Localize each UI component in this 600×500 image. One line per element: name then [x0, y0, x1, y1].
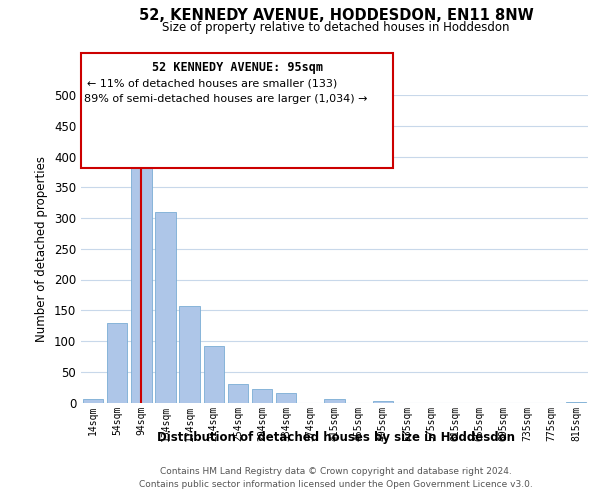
Bar — [324, 400, 345, 402]
Bar — [276, 394, 296, 402]
Bar — [83, 400, 103, 402]
Text: Distribution of detached houses by size in Hoddesdon: Distribution of detached houses by size … — [157, 431, 515, 444]
Text: ← 11% of detached houses are smaller (133): ← 11% of detached houses are smaller (13… — [87, 78, 337, 88]
Bar — [252, 389, 272, 402]
Y-axis label: Number of detached properties: Number of detached properties — [35, 156, 49, 342]
Text: 89% of semi-detached houses are larger (1,034) →: 89% of semi-detached houses are larger (… — [84, 94, 367, 104]
Bar — [203, 346, 224, 403]
Bar — [107, 322, 127, 402]
Text: Size of property relative to detached houses in Hoddesdon: Size of property relative to detached ho… — [162, 21, 510, 34]
Bar — [155, 212, 176, 402]
Text: Contains HM Land Registry data © Crown copyright and database right 2024.: Contains HM Land Registry data © Crown c… — [160, 467, 512, 476]
Bar — [227, 384, 248, 402]
Bar — [179, 306, 200, 402]
Text: Contains public sector information licensed under the Open Government Licence v3: Contains public sector information licen… — [139, 480, 533, 489]
Text: 52 KENNEDY AVENUE: 95sqm: 52 KENNEDY AVENUE: 95sqm — [151, 62, 323, 74]
Bar — [131, 154, 152, 402]
Text: 52, KENNEDY AVENUE, HODDESDON, EN11 8NW: 52, KENNEDY AVENUE, HODDESDON, EN11 8NW — [139, 8, 533, 22]
